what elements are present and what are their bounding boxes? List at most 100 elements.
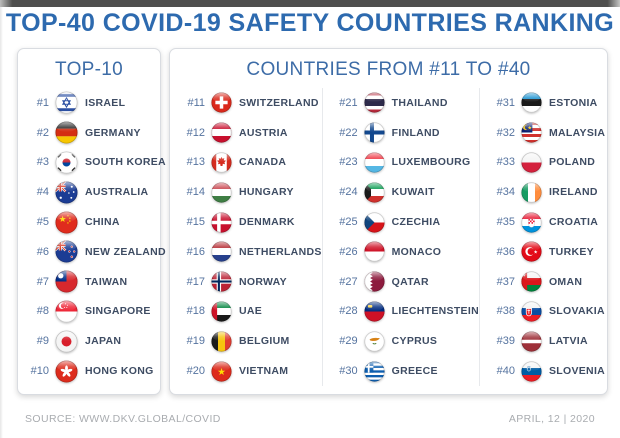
country-row: #11 SWITZERLAND [170,88,322,118]
flag-monaco-icon [364,241,385,262]
country-name: ISRAEL [85,96,126,109]
rank-label: #35 [496,216,515,229]
rank-label: #36 [496,245,515,258]
rank-label: #19 [186,335,205,348]
ranking-column-3: #31 ESTONIA #32 ★ MALAYSIA #33 POLAND [478,88,607,386]
top-edge-bar [0,0,620,7]
country-row: #10 HONG KONG [18,356,160,386]
country-name: SINGAPORE [85,305,151,318]
rank-label: #10 [30,365,49,378]
flag-belgium-icon [211,331,232,352]
rank-label: #11 [187,96,205,109]
country-row: #14 HUNGARY [170,177,322,207]
rank-label: #3 [36,156,49,169]
top10-list: #1 ISRAEL #2 GERMANY #3 SOUTH KOREA #4 A… [18,88,166,386]
flag-cyprus-icon [364,331,385,352]
rank-label: #32 [496,126,515,139]
country-name: DENMARK [239,216,295,229]
flag-china-icon: ★ [55,211,78,234]
country-row: #40 SLOVENIA [480,356,607,386]
country-name: HUNGARY [239,186,294,199]
country-row: #31 ESTONIA [480,88,607,118]
rank-label: #12 [186,126,205,139]
rank-label: #25 [339,216,358,229]
country-row: #36 ★ TURKEY [480,237,607,267]
ranking-columns: #11 SWITZERLAND #12 AUSTRIA #13 CANADA [170,88,607,386]
country-row: #7 TAIWAN [18,267,160,297]
country-row: #1 ISRAEL [18,88,160,118]
country-row: #38 SLOVAKIA [480,297,607,327]
flag-kuwait-icon [364,182,385,203]
flag-uae-icon [211,301,232,322]
rank-label: #34 [496,186,515,199]
flag-liechtenstein-icon [364,301,385,322]
country-row: #26 MONACO [323,237,479,267]
flag-qatar-icon [364,271,385,292]
country-row: #28 LIECHTENSTEIN [323,297,479,327]
source-label: SOURCE: WWW.DKV.GLOBAL/COVID [25,413,221,425]
flag-austria-icon [211,122,232,143]
country-name: SLOVAKIA [548,305,605,318]
ranking-column-1: #11 SWITZERLAND #12 AUSTRIA #13 CANADA [170,88,322,386]
flag-estonia-icon [521,92,542,113]
rank-label: #2 [36,126,49,139]
flag-malaysia-icon: ★ [521,122,542,143]
flag-thailand-icon [364,92,385,113]
rank-label: #13 [186,156,205,169]
country-name: SWITZERLAND [239,96,319,109]
top10-header: TOP-10 [55,59,123,80]
country-row: #33 POLAND [480,148,607,178]
flag-norway-icon [211,271,232,292]
flag-vietnam-icon: ★ [211,360,232,382]
country-name: NETHERLANDS [239,245,322,258]
rank-label: #29 [339,335,358,348]
country-name: ESTONIA [548,96,598,109]
country-row: #30 GREECE [323,356,479,386]
country-row: #13 CANADA [170,148,322,178]
flag-japan-icon [55,330,78,353]
rank-label: #21 [339,96,358,109]
country-row: #34 IRELAND [480,177,607,207]
flag-canada-icon [211,152,232,173]
flag-netherlands-icon [211,241,232,262]
country-row: #16 NETHERLANDS [170,237,322,267]
country-row: #23 LUXEMBOURG [323,148,479,178]
rank-label: #14 [186,186,205,199]
flag-finland-icon [364,122,385,143]
country-row: #20 ★ VIETNAM [170,356,322,386]
top10-panel: TOP-10 #1 ISRAEL #2 GERMANY #3 SOUTH KOR… [17,48,166,395]
country-row: #39 LATVIA [480,326,607,356]
country-name: AUSTRALIA [85,186,149,199]
country-name: UAE [239,305,263,318]
country-name: BELGIUM [239,335,290,348]
country-name: IRELAND [548,186,598,199]
flag-luxembourg-icon [364,152,385,173]
left-edge-shadow [0,7,3,438]
svg-text:★: ★ [217,366,226,377]
rank-label: #15 [186,216,205,229]
country-row: #3 SOUTH KOREA [18,148,166,178]
rank-label: #8 [36,305,49,318]
flag-slovenia-icon [521,360,542,382]
country-row: #15 DENMARK [170,207,322,237]
ranking-column-2: #21 THAILAND #22 FINLAND #23 LUXEMBOURG [321,88,479,386]
country-row: #9 JAPAN [18,326,160,356]
country-row: #2 GERMANY [18,118,160,148]
rank-label: #7 [36,275,49,288]
flag-latvia-icon [521,331,542,352]
country-name: LUXEMBOURG [391,156,471,169]
country-name: JAPAN [85,335,122,348]
date-label: APRIL, 12 | 2020 [508,413,595,425]
country-name: QATAR [391,275,429,288]
rank-label: #17 [186,275,205,288]
country-row: #12 AUSTRIA [170,118,322,148]
country-name: AUSTRIA [239,126,288,139]
country-name: HONG KONG [85,365,154,378]
rank-label: #4 [36,186,49,199]
country-row: #37 OMAN [480,267,607,297]
country-name: CZECHIA [391,216,441,229]
flag-germany-icon [55,121,78,144]
rank-label: #18 [186,305,205,318]
country-row: #24 KUWAIT [323,177,479,207]
rank-label: #24 [339,186,358,199]
